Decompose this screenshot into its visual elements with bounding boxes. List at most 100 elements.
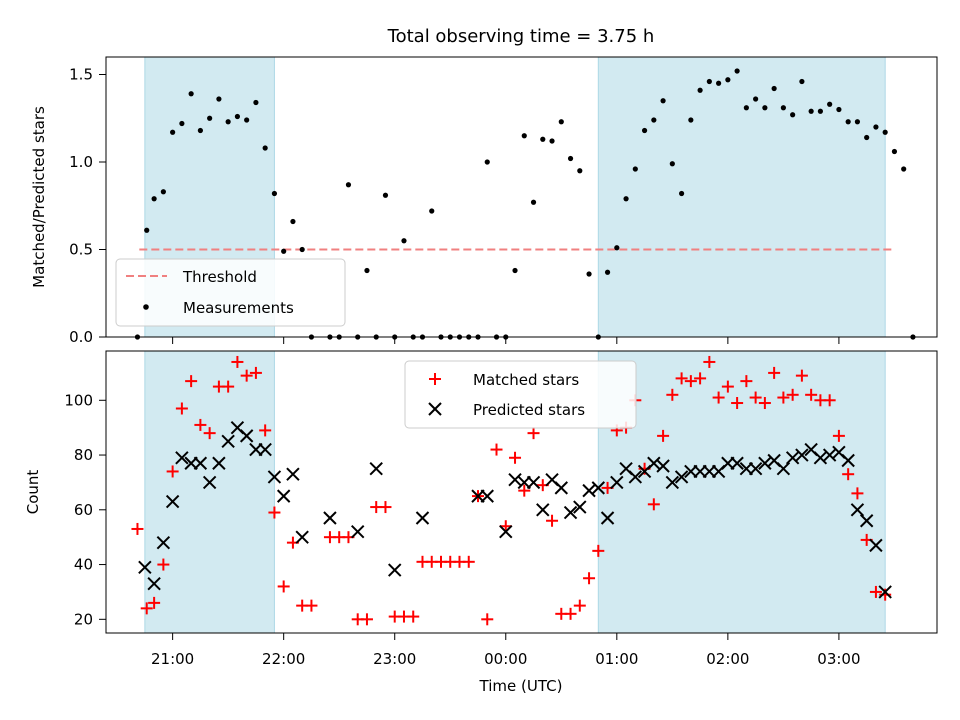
legend-measurements-swatch — [143, 304, 149, 310]
measurement-point-43 — [540, 136, 546, 142]
predicted-point-64 — [859, 514, 874, 528]
matched-point-6 — [185, 375, 198, 388]
matched-point-42 — [527, 427, 540, 440]
measurement-point-12 — [244, 117, 250, 123]
measurement-point-4 — [170, 129, 176, 135]
top-y-tick-label-3: 1.5 — [69, 66, 93, 84]
predicted-point-b — [832, 445, 846, 460]
predicted-point-b — [295, 530, 309, 544]
matched-point-74 — [823, 394, 836, 407]
matched-point-68 — [768, 366, 781, 379]
predicted-point-b — [138, 560, 152, 574]
top-axes-frame — [105, 56, 938, 338]
predicted-point-41 — [647, 456, 661, 470]
matched-point-12 — [240, 369, 253, 382]
predicted-point-b — [350, 524, 365, 539]
predicted-point-b — [508, 472, 522, 487]
matched-point-8 — [203, 427, 216, 440]
predicted-point-b — [258, 442, 272, 457]
x-tick-label-3: 00:00 — [484, 650, 527, 668]
matched-point-48 — [583, 572, 596, 585]
measurement-point-9 — [216, 96, 222, 102]
predicted-point-53 — [758, 456, 772, 470]
x-tick-label-1: 22:00 — [262, 650, 305, 668]
predicted-point-63 — [850, 503, 865, 517]
measurement-point-60 — [697, 87, 703, 93]
bottom-legend-box — [404, 360, 637, 429]
matched-point-15 — [268, 506, 281, 519]
predicted-point-28 — [526, 475, 541, 490]
measurement-point-7 — [197, 127, 203, 134]
predicted-point-b — [600, 511, 615, 525]
predicted-point-b — [202, 475, 217, 490]
matched-point-16 — [277, 580, 290, 593]
measurement-point-15 — [271, 190, 278, 197]
predicted-point-b — [656, 459, 670, 473]
predicted-point-44 — [674, 470, 689, 484]
predicted-point-7 — [202, 475, 217, 490]
measurement-point-53 — [632, 166, 638, 172]
predicted-point-43 — [665, 475, 680, 490]
matched-point-37 — [481, 613, 494, 626]
predicted-point-66 — [878, 585, 892, 599]
predicted-point-b — [388, 563, 402, 577]
predicted-point-b — [813, 451, 828, 465]
predicted-point-b — [221, 434, 235, 449]
measurement-point-74 — [827, 101, 833, 107]
measurement-point-57 — [669, 161, 675, 167]
predicted-stars-series — [138, 420, 892, 599]
measurement-point-67 — [762, 105, 768, 111]
matched-point-75 — [832, 429, 845, 442]
predicted-point-8 — [212, 456, 226, 470]
matched-point-2 — [148, 596, 161, 609]
predicted-point-26 — [508, 472, 522, 487]
matched-point-47 — [573, 599, 586, 612]
measurement-point-50 — [604, 269, 611, 275]
x-tick-label-5: 02:00 — [706, 650, 749, 668]
matched-stars-series — [131, 355, 892, 626]
matched-point-65 — [740, 375, 753, 388]
measurement-point-24 — [364, 267, 370, 274]
measurement-point-75 — [836, 106, 842, 113]
top-legend-box — [115, 258, 346, 327]
predicted-point-b — [147, 577, 161, 591]
matched-point-77 — [851, 487, 864, 500]
measurement-point-70 — [790, 112, 796, 118]
measurement-point-11 — [234, 113, 241, 120]
shaded-interval-1 — [597, 350, 886, 634]
predicted-point-b — [415, 511, 430, 525]
measurement-point-6 — [188, 91, 194, 97]
predicted-point-b — [619, 462, 633, 476]
matched-point-35 — [462, 555, 475, 568]
measurement-point-77 — [854, 119, 861, 125]
predicted-point-b — [878, 585, 892, 599]
matched-point-72 — [805, 388, 818, 401]
predicted-point-4 — [175, 451, 189, 465]
predicted-point-42 — [656, 459, 670, 473]
matched-point-55 — [647, 498, 660, 511]
predicted-point-62 — [841, 453, 855, 468]
matched-point-26 — [379, 501, 392, 514]
predicted-point-b — [239, 429, 254, 443]
predicted-point-52 — [748, 462, 763, 476]
predicted-point-b — [526, 475, 541, 490]
predicted-point-b — [230, 420, 245, 435]
matched-point-14 — [259, 424, 272, 437]
matched-point-57 — [666, 388, 679, 401]
matched-point-41 — [518, 484, 531, 497]
measurement-point-65 — [743, 105, 749, 111]
measurement-point-61 — [706, 78, 712, 85]
shaded-interval-0 — [144, 350, 275, 634]
measurement-point-22 — [345, 182, 352, 188]
top-y-ticks: 0.0 0.5 1.0 1.5 — [69, 66, 106, 346]
top-y-axis-label: Matched/Predicted stars — [30, 106, 48, 288]
bottom-y-tick-label-0: 20 — [74, 610, 93, 628]
predicted-point-b — [841, 453, 855, 468]
matched-point-24 — [360, 613, 373, 626]
matched-point-56 — [657, 429, 670, 442]
predicted-point-b — [804, 442, 818, 457]
measurement-point-59 — [688, 117, 694, 123]
matched-point-13 — [249, 366, 262, 379]
bottom-y-axis-label: Count — [24, 470, 42, 515]
predicted-point-b — [674, 470, 689, 484]
